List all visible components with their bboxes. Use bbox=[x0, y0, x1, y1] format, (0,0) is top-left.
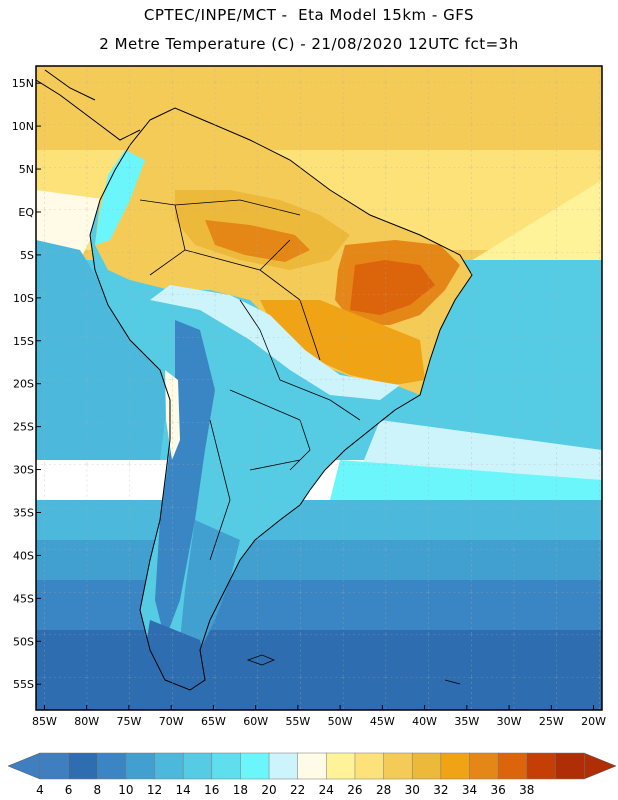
lat-tick-label: 5S bbox=[20, 249, 34, 262]
colorbar-swatch bbox=[411, 752, 442, 780]
lat-tick-label: 10S bbox=[13, 292, 34, 305]
colorbar-label: 28 bbox=[376, 783, 391, 797]
colorbar-swatch bbox=[211, 752, 241, 780]
colorbar-label: 24 bbox=[319, 783, 334, 797]
title-line-2: 2 Metre Temperature (C) - 21/08/2020 12U… bbox=[99, 35, 519, 53]
colorbar-swatch bbox=[326, 752, 356, 780]
lon-tick-label: 65W bbox=[201, 715, 226, 728]
colorbar-label: 12 bbox=[147, 783, 162, 797]
colorbar-swatch bbox=[354, 752, 385, 780]
colorbar-swatch bbox=[154, 752, 184, 780]
colorbar-swatch bbox=[497, 752, 528, 780]
colorbar-swatch bbox=[182, 752, 213, 780]
lon-tick-label: 75W bbox=[116, 715, 141, 728]
lat-tick-label: 5N bbox=[19, 163, 34, 176]
lon-tick-label: 45W bbox=[370, 715, 395, 728]
colorbar-label: 22 bbox=[290, 783, 305, 797]
lat-tick-label: 35S bbox=[13, 507, 34, 520]
colorbar-swatch bbox=[39, 752, 70, 780]
lat-tick-label: 20S bbox=[13, 378, 34, 391]
lat-tick-label: 40S bbox=[13, 549, 34, 562]
lon-tick-label: 30W bbox=[497, 715, 522, 728]
colorbar-label: 4 bbox=[36, 783, 44, 797]
lat-lon-grid bbox=[36, 66, 602, 710]
lon-tick-label: 20W bbox=[581, 715, 606, 728]
colorbar-swatch bbox=[297, 752, 327, 780]
colorbar-swatch bbox=[469, 752, 499, 780]
lat-tick-label: EQ bbox=[18, 206, 34, 219]
colorbar: 4 6 8 10 12 14 16 18 20 22 24 26 28 30 32 34 36 38 bbox=[7, 752, 617, 797]
colorbar-label: 14 bbox=[176, 783, 191, 797]
colorbar-label: 36 bbox=[490, 783, 505, 797]
colorbar-label: 34 bbox=[462, 783, 477, 797]
lat-tick-label: 25S bbox=[13, 421, 34, 434]
colorbar-label: 16 bbox=[204, 783, 219, 797]
map-frame bbox=[35, 65, 603, 711]
map-axes: 15N 10N 5N EQ 5S 10S 15S 20S 25S 30S 35S 40S 45S 50S 5… bbox=[12, 77, 606, 728]
colorbar-swatch bbox=[555, 752, 585, 780]
lon-tick-label: 70W bbox=[159, 715, 184, 728]
colorbar-high-arrow bbox=[583, 752, 617, 780]
lon-tick-label: 85W bbox=[32, 715, 57, 728]
colorbar-label: 20 bbox=[261, 783, 276, 797]
colorbar-swatch bbox=[125, 752, 156, 780]
colorbar-swatch bbox=[240, 752, 270, 780]
lon-tick-label: 80W bbox=[74, 715, 99, 728]
lat-tick-label: 10N bbox=[12, 120, 34, 133]
colorbar-label: 10 bbox=[118, 783, 133, 797]
lon-tick-label: 55W bbox=[285, 715, 310, 728]
title-line-1: CPTEC/INPE/MCT - Eta Model 15km - GFS bbox=[143, 6, 475, 24]
lon-tick-label: 25W bbox=[539, 715, 564, 728]
lon-tick-label: 40W bbox=[412, 715, 437, 728]
colorbar-label: 32 bbox=[433, 783, 448, 797]
lat-tick-label: 15N bbox=[12, 77, 34, 90]
lat-tick-label: 50S bbox=[13, 635, 34, 648]
colorbar-label: 26 bbox=[347, 783, 362, 797]
colorbar-swatch bbox=[68, 752, 98, 780]
lon-tick-label: 50W bbox=[328, 715, 353, 728]
colorbar-swatch bbox=[526, 752, 556, 780]
colorbar-swatch bbox=[440, 752, 471, 780]
lat-tick-label: 15S bbox=[13, 335, 34, 348]
lat-tick-label: 55S bbox=[13, 678, 34, 691]
colorbar-swatch bbox=[268, 752, 299, 780]
lon-tick-label: 60W bbox=[243, 715, 268, 728]
lat-tick-label: 45S bbox=[13, 592, 34, 605]
colorbar-label: 30 bbox=[405, 783, 420, 797]
colorbar-label: 18 bbox=[233, 783, 248, 797]
colorbar-label: 8 bbox=[93, 783, 101, 797]
colorbar-label: 6 bbox=[65, 783, 73, 797]
colorbar-swatch bbox=[383, 752, 413, 780]
lat-tick-label: 30S bbox=[13, 464, 34, 477]
lon-tick-label: 35W bbox=[454, 715, 479, 728]
colorbar-swatch bbox=[97, 752, 127, 780]
colorbar-low-arrow bbox=[7, 752, 41, 780]
colorbar-label: 38 bbox=[519, 783, 534, 797]
